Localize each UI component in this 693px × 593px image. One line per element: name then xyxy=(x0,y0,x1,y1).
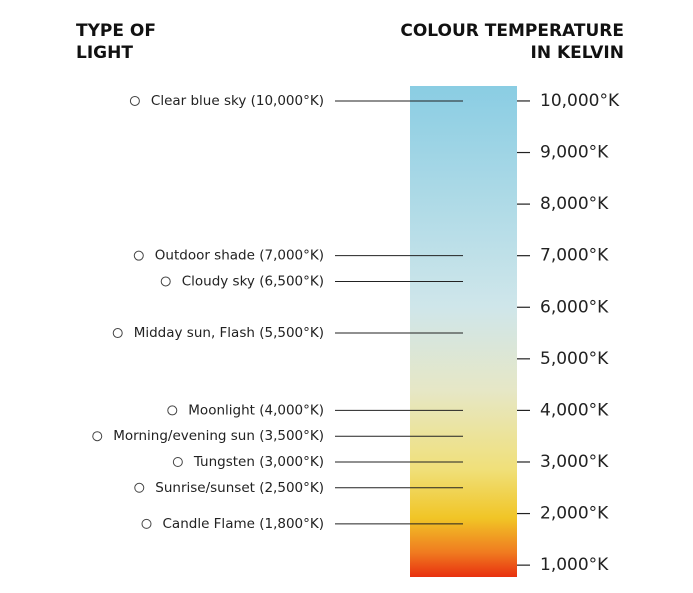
item-icon xyxy=(112,328,123,339)
item-label: Clear blue sky (10,000°K) xyxy=(151,93,324,109)
tick-label: 4,000°K xyxy=(540,400,609,420)
header-left: LIGHT xyxy=(76,43,133,63)
tick-label: 7,000°K xyxy=(540,246,609,266)
item-label: Tungsten (3,000°K) xyxy=(193,454,324,470)
header-left: TYPE OF xyxy=(76,21,156,41)
tick-label: 8,000°K xyxy=(540,194,609,214)
item-icon xyxy=(172,456,183,467)
item-icon xyxy=(133,250,144,261)
tick-label: 10,000°K xyxy=(540,91,620,111)
tick-label: 6,000°K xyxy=(540,297,609,317)
item-label: Moonlight (4,000°K) xyxy=(188,402,324,418)
item-label: Midday sun, Flash (5,500°K) xyxy=(134,325,324,341)
item-label: Candle Flame (1,800°K) xyxy=(163,516,325,532)
tick-label: 2,000°K xyxy=(540,504,609,524)
header-right: IN KELVIN xyxy=(531,43,624,63)
item-icon xyxy=(92,431,103,442)
item-icon xyxy=(129,95,140,106)
item-label: Cloudy sky (6,500°K) xyxy=(182,273,324,289)
tick-label: 5,000°K xyxy=(540,349,609,369)
item-label: Morning/evening sun (3,500°K) xyxy=(113,428,324,444)
item-label: Sunrise/sunset (2,500°K) xyxy=(155,480,324,496)
gradient-bar xyxy=(410,86,517,577)
tick-label: 3,000°K xyxy=(540,452,609,472)
tick-label: 1,000°K xyxy=(540,555,609,575)
item-icon xyxy=(160,276,171,287)
item-label: Outdoor shade (7,000°K) xyxy=(155,248,324,264)
header-right: COLOUR TEMPERATURE xyxy=(400,21,624,41)
item-icon xyxy=(134,482,145,493)
item-icon xyxy=(167,405,178,416)
item-icon xyxy=(141,518,152,529)
tick-label: 9,000°K xyxy=(540,143,609,163)
